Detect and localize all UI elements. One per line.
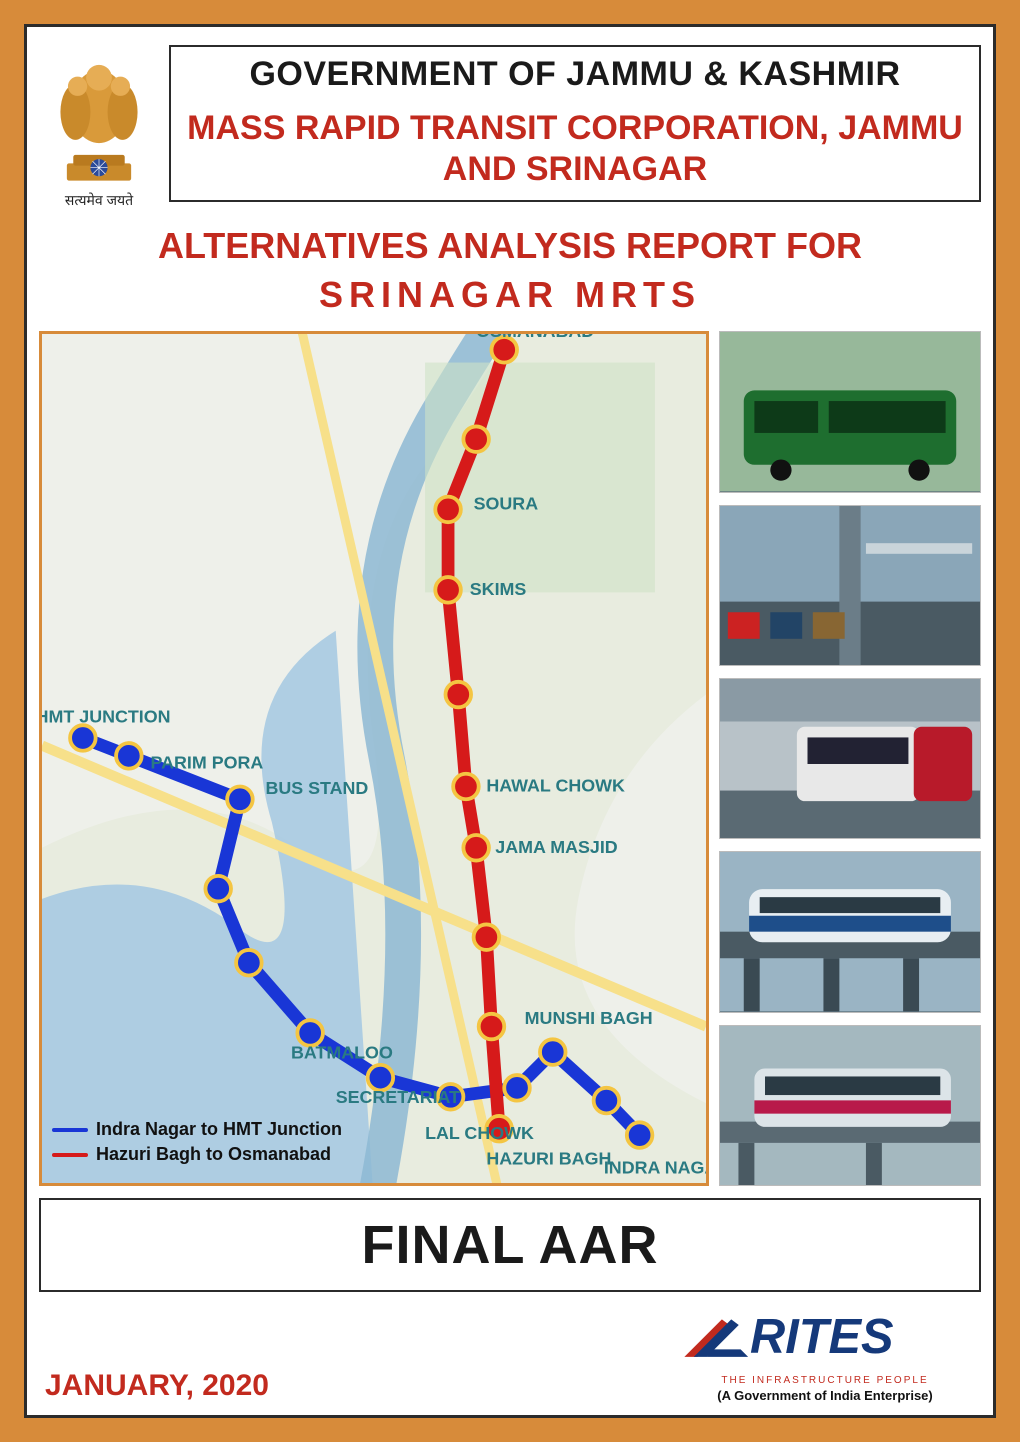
route-map: HMT JUNCTION PARIM PORABUS STAND BATMALOO S… — [39, 331, 709, 1186]
map-legend: Indra Nagar to HMT Junction Hazuri Bagh t… — [52, 1115, 342, 1165]
header-title-1: GOVERNMENT OF JAMMU & KASHMIR — [181, 55, 969, 94]
svg-text:HAWAL CHOWK: HAWAL CHOWK — [486, 776, 625, 796]
svg-text:LAL CHOWK: LAL CHOWK — [425, 1123, 534, 1143]
transport-thumbs — [719, 331, 981, 1186]
svg-text:INDRA NAGAR: INDRA NAGAR — [604, 1158, 706, 1178]
svg-text:OSMANABAD: OSMANABAD — [476, 334, 594, 341]
svg-text:HAZURI BAGH: HAZURI BAGH — [486, 1149, 611, 1169]
report-subtitle: ALTERNATIVES ANALYSIS REPORT FOR SRINAGA… — [39, 222, 981, 319]
svg-text:SECRETARIAT: SECRETARIAT — [336, 1087, 460, 1107]
svg-text:BUS STAND: BUS STAND — [265, 778, 368, 798]
svg-text:PARIM PORA: PARIM PORA — [151, 753, 264, 773]
svg-text:SKIMS: SKIMS — [470, 579, 527, 599]
svg-text:MUNSHI BAGH: MUNSHI BAGH — [525, 1008, 653, 1028]
svg-text:BATMALOO: BATMALOO — [291, 1043, 393, 1063]
brt-photo — [719, 505, 981, 666]
subtitle-line-2: SRINAGAR MRTS — [39, 271, 981, 320]
svg-text:HMT JUNCTION: HMT JUNCTION — [42, 707, 171, 727]
footer-row: JANUARY, 2020 RITES THE INFRASTRUCTURE P… — [39, 1306, 981, 1403]
tram-photo — [719, 678, 981, 839]
national-emblem: सत्यमेव जयते — [39, 37, 159, 210]
legend-label: Indra Nagar to HMT Junction — [96, 1119, 342, 1140]
ashoka-emblem-icon — [44, 37, 154, 187]
rites-logo-icon: RITES — [675, 1306, 975, 1372]
bus-photo — [719, 331, 981, 492]
final-aar-text: FINAL AAR — [51, 1214, 969, 1276]
header-title-2: MASS RAPID TRANSIT CORPORATION, JAMMU AN… — [181, 108, 969, 190]
svg-text:RITES: RITES — [750, 1310, 894, 1364]
monorail-photo — [719, 851, 981, 1012]
rites-logo: RITES THE INFRASTRUCTURE PEOPLE (A Gover… — [675, 1306, 975, 1403]
legend-swatch — [52, 1153, 88, 1157]
header-title-box: GOVERNMENT OF JAMMU & KASHMIR MASS RAPID… — [169, 45, 981, 202]
svg-text:JAMA MASJID: JAMA MASJID — [495, 837, 617, 857]
subtitle-line-1: ALTERNATIVES ANALYSIS REPORT FOR — [39, 222, 981, 271]
rites-tagline: THE INFRASTRUCTURE PEOPLE — [675, 1375, 975, 1386]
header-row: सत्यमेव जयते GOVERNMENT OF JAMMU & KASHM… — [39, 37, 981, 210]
legend-swatch — [52, 1128, 88, 1132]
emblem-caption: सत्यमेव जयते — [65, 191, 133, 210]
content-row: HMT JUNCTION PARIM PORABUS STAND BATMALOO S… — [39, 331, 981, 1186]
report-date: JANUARY, 2020 — [45, 1369, 269, 1403]
metro-photo — [719, 1025, 981, 1186]
legend-label: Hazuri Bagh to Osmanabad — [96, 1144, 331, 1165]
page-frame: सत्यमेव जयते GOVERNMENT OF JAMMU & KASHM… — [24, 24, 996, 1418]
final-aar-box: FINAL AAR — [39, 1198, 981, 1292]
svg-text:SOURA: SOURA — [474, 494, 539, 514]
legend-row: Indra Nagar to HMT Junction — [52, 1119, 342, 1140]
legend-row: Hazuri Bagh to Osmanabad — [52, 1144, 342, 1165]
rites-subtitle: (A Government of India Enterprise) — [675, 1388, 975, 1403]
